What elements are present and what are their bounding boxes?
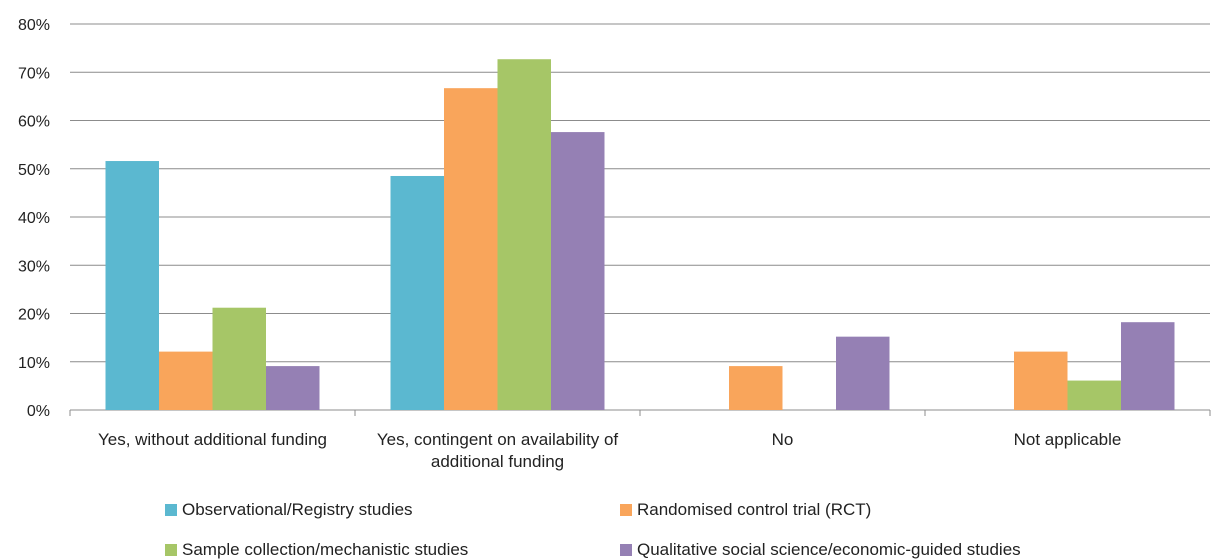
y-tick-label: 10% bbox=[18, 355, 50, 372]
bar bbox=[836, 336, 890, 410]
y-tick-label: 0% bbox=[27, 403, 50, 420]
y-tick-label: 50% bbox=[18, 162, 50, 179]
x-tick-label: Yes, contingent on availability of bbox=[377, 430, 619, 449]
bar bbox=[497, 59, 551, 410]
y-tick-label: 60% bbox=[18, 114, 50, 131]
bar bbox=[444, 88, 498, 411]
y-tick-label: 40% bbox=[18, 210, 50, 227]
legend-label-qualitative: Qualitative social science/economic-guid… bbox=[637, 540, 1021, 559]
legend-label-sample: Sample collection/mechanistic studies bbox=[182, 540, 469, 559]
bar bbox=[105, 161, 159, 410]
bar bbox=[390, 175, 444, 410]
legend-swatch-rct bbox=[620, 504, 632, 516]
bar bbox=[266, 366, 320, 410]
y-tick-label: 80% bbox=[18, 17, 50, 34]
x-tick-label: No bbox=[772, 430, 794, 449]
legend-swatch-qualitative bbox=[620, 544, 632, 556]
y-tick-label: 20% bbox=[18, 307, 50, 324]
bar bbox=[212, 307, 266, 410]
y-tick-label: 70% bbox=[18, 65, 50, 82]
y-tick-label: 30% bbox=[18, 258, 50, 275]
bar bbox=[1067, 380, 1121, 410]
legend-swatch-sample bbox=[165, 544, 177, 556]
legend-label-observational: Observational/Registry studies bbox=[182, 500, 413, 519]
bar bbox=[159, 351, 213, 410]
legend-item-sample: Sample collection/mechanistic studies bbox=[165, 540, 468, 560]
x-tick-label: additional funding bbox=[431, 452, 564, 471]
legend-label-rct: Randomised control trial (RCT) bbox=[637, 500, 872, 519]
bar bbox=[551, 132, 605, 410]
bar bbox=[729, 366, 783, 410]
legend-item-observational: Observational/Registry studies bbox=[165, 500, 413, 520]
bar-chart: 0% 10% 20% 30% 40% 50% 60% 70% 80% Yes, without a… bbox=[18, 17, 1211, 471]
legend-item-rct: Randomised control trial (RCT) bbox=[620, 500, 871, 520]
x-tick-label: Yes, without additional funding bbox=[98, 430, 327, 449]
legend-item-qualitative: Qualitative social science/economic-guid… bbox=[620, 540, 1021, 560]
bar bbox=[1014, 351, 1068, 410]
legend-swatch-observational bbox=[165, 504, 177, 516]
bar bbox=[1121, 322, 1175, 410]
x-tick-label: Not applicable bbox=[1014, 430, 1122, 449]
